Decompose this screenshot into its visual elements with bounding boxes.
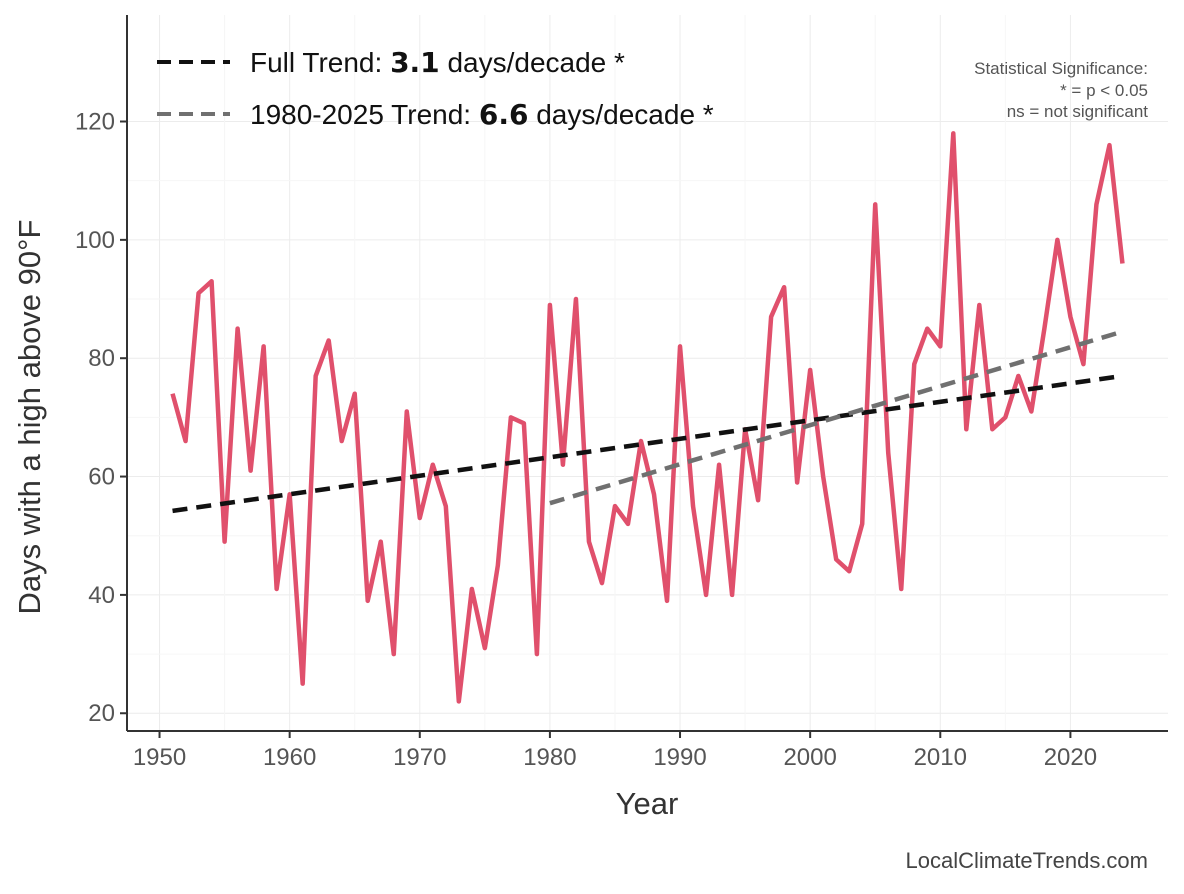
legend-label-1980-trend: 1980-2025 Trend: 6.6 days/decade * <box>250 98 714 131</box>
x-tick-label: 1960 <box>263 744 316 771</box>
significance-title: Statistical Significance: <box>974 59 1148 78</box>
significance-star: * = p < 0.05 <box>1060 81 1148 100</box>
y-tick-label: 20 <box>88 700 115 727</box>
y-tick-label: 40 <box>88 582 115 609</box>
x-tick-label: 1980 <box>523 744 576 771</box>
x-tick-label: 2020 <box>1044 744 1097 771</box>
y-tick-label: 120 <box>75 109 115 136</box>
x-tick-label: 1990 <box>653 744 706 771</box>
y-tick-label: 60 <box>88 464 115 491</box>
x-tick-label: 2010 <box>914 744 967 771</box>
y-axis-label: Days with a high above 90°F <box>12 220 47 615</box>
legend-label-full-trend: Full Trend: 3.1 days/decade * <box>250 46 625 79</box>
x-tick-label: 2000 <box>783 744 836 771</box>
y-tick-label: 80 <box>88 345 115 372</box>
significance-ns: ns = not significant <box>1007 102 1149 121</box>
x-axis-label: Year <box>616 786 679 821</box>
significance-note: Statistical Significance: * = p < 0.05 n… <box>974 59 1148 121</box>
x-tick-label: 1970 <box>393 744 446 771</box>
y-tick-label: 100 <box>75 227 115 254</box>
credit: LocalClimateTrends.com <box>906 848 1149 873</box>
legend: Full Trend: 3.1 days/decade * 1980-2025 … <box>157 46 714 131</box>
x-tick-label: 1950 <box>133 744 186 771</box>
